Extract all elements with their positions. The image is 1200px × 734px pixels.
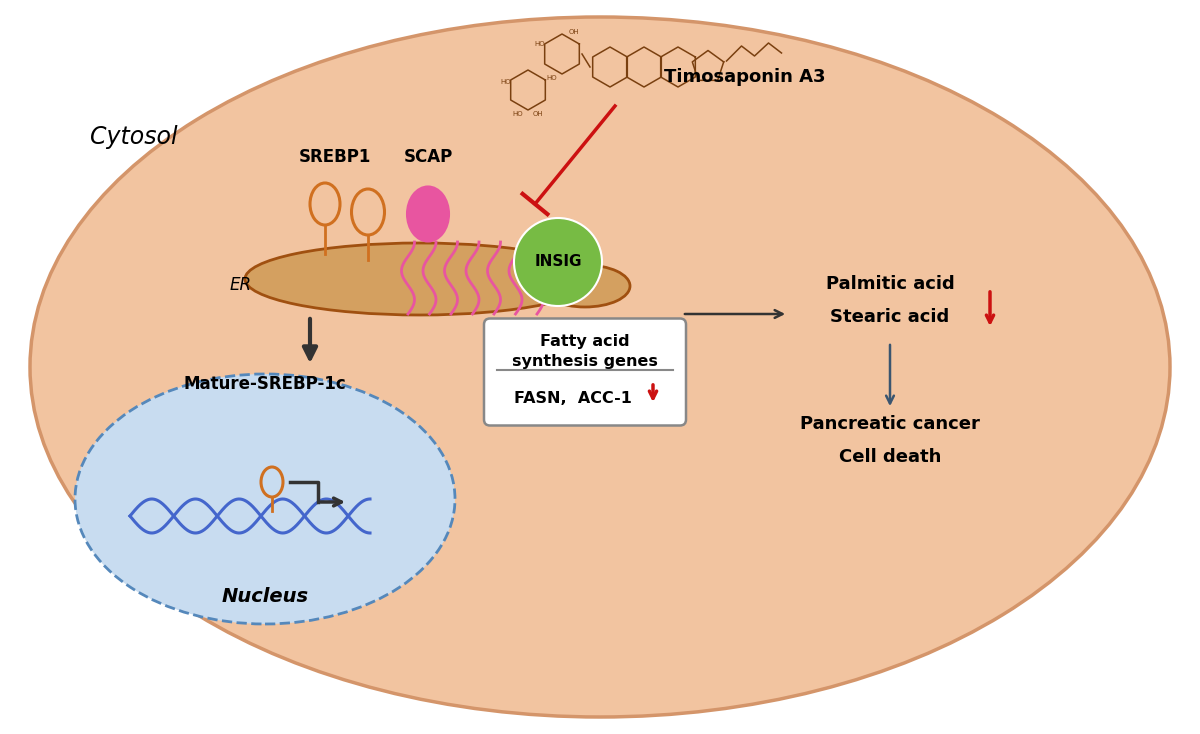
Text: Fatty acid: Fatty acid bbox=[540, 335, 630, 349]
Text: INSIG: INSIG bbox=[534, 255, 582, 269]
Text: Pancreatic cancer: Pancreatic cancer bbox=[800, 415, 980, 433]
Ellipse shape bbox=[245, 243, 595, 315]
Text: Nucleus: Nucleus bbox=[222, 587, 308, 606]
Text: Cytosol: Cytosol bbox=[90, 125, 178, 149]
Text: Mature-SREBP-1c: Mature-SREBP-1c bbox=[184, 375, 347, 393]
Text: HO: HO bbox=[535, 41, 545, 47]
Text: HO: HO bbox=[500, 79, 511, 85]
Text: synthesis genes: synthesis genes bbox=[512, 355, 658, 369]
Ellipse shape bbox=[74, 374, 455, 624]
Text: OH: OH bbox=[569, 29, 580, 35]
Text: Timosaponin A3: Timosaponin A3 bbox=[665, 68, 826, 86]
Text: ER: ER bbox=[230, 276, 252, 294]
Ellipse shape bbox=[514, 218, 602, 306]
Text: OH: OH bbox=[533, 111, 544, 117]
Text: HO: HO bbox=[547, 75, 557, 81]
Text: Palmitic acid: Palmitic acid bbox=[826, 275, 954, 293]
Text: Stearic acid: Stearic acid bbox=[830, 308, 949, 326]
Text: SREBP1: SREBP1 bbox=[299, 148, 371, 166]
Ellipse shape bbox=[30, 17, 1170, 717]
Ellipse shape bbox=[407, 186, 449, 241]
Ellipse shape bbox=[540, 265, 630, 307]
Text: SCAP: SCAP bbox=[403, 148, 452, 166]
Text: FASN,  ACC-1: FASN, ACC-1 bbox=[514, 391, 632, 407]
Text: Cell death: Cell death bbox=[839, 448, 941, 466]
FancyBboxPatch shape bbox=[484, 319, 686, 426]
Text: HO: HO bbox=[512, 111, 523, 117]
